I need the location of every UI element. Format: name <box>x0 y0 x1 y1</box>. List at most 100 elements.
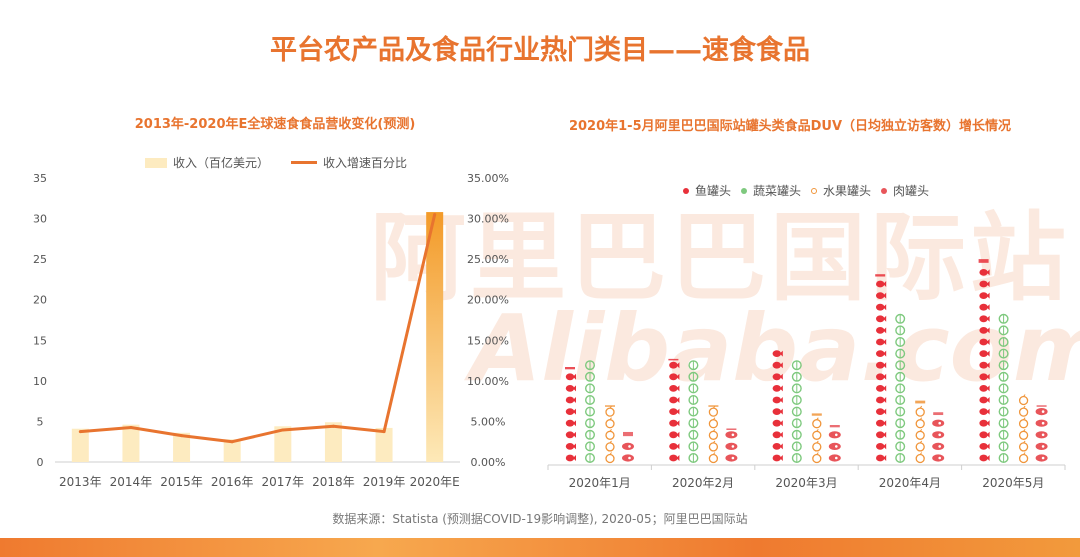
vegetable-icon <box>791 406 802 417</box>
fruit-stem-icon <box>816 452 819 455</box>
fish-can-icon <box>979 327 988 334</box>
fish-tail-icon <box>883 362 887 369</box>
meat-icon <box>1035 408 1048 416</box>
fish-tail-icon <box>883 443 887 450</box>
chart1-y-tick: 35 <box>33 172 47 185</box>
fruit-icon <box>708 442 719 452</box>
legend-fruit-icon <box>811 187 818 194</box>
fruit-icon <box>1018 442 1029 452</box>
fruit-icon <box>1018 430 1029 440</box>
fish-can-icon <box>876 431 885 439</box>
fruit-stem-icon <box>713 452 716 455</box>
vegetable-icon <box>998 348 1009 359</box>
fish-can-icon <box>979 350 988 357</box>
fish-tail-icon <box>986 431 990 438</box>
fish-tail-icon <box>573 408 576 415</box>
vegetable-icon <box>688 371 699 382</box>
vegetable-icon <box>895 441 906 452</box>
vegetable-icon <box>791 453 802 464</box>
fruit-icon <box>812 419 822 429</box>
vegetable-icon <box>585 383 596 394</box>
legend-swatch-growth <box>291 161 318 164</box>
fish-can-icon <box>979 385 988 392</box>
fish-can-icon <box>772 396 781 404</box>
vegetable-icon <box>998 418 1009 429</box>
meat-icon <box>725 431 738 439</box>
chart1-growth-point <box>180 434 184 438</box>
fish-tail-icon <box>676 373 680 380</box>
chart1-x-tick: 2016年 <box>211 475 254 489</box>
fish-can-icon <box>669 419 678 427</box>
fish-tail-icon <box>986 397 990 403</box>
vegetable-icon <box>585 395 596 406</box>
chart2-x-tick: 2020年3月 <box>775 476 837 490</box>
vegetable-icon <box>895 360 906 371</box>
fish-can-icon <box>669 396 678 404</box>
fruit-icon <box>1018 453 1029 464</box>
chart1-growth-point <box>78 430 82 434</box>
chart1-y2-tick: 15.00% <box>467 334 509 347</box>
fish-can-icon <box>876 443 885 450</box>
chart1-y-tick: 5 <box>37 415 44 428</box>
fruit-stem-icon <box>1023 428 1026 432</box>
vegetable-icon <box>585 360 596 371</box>
fish-tail-icon <box>676 385 680 392</box>
chart1-y-tick: 10 <box>33 375 47 388</box>
vegetable-icon <box>998 429 1009 440</box>
vegetable-icon <box>688 360 699 371</box>
chart1-growth-point <box>331 424 335 428</box>
fruit-stem-icon <box>816 417 819 421</box>
fish-can-icon <box>979 338 988 346</box>
legend-label-fish: 鱼罐头 <box>695 184 732 198</box>
fish-tail-icon <box>676 420 680 427</box>
chart1-growth-point <box>433 213 437 217</box>
fish-tail-icon <box>779 350 783 357</box>
pictogram-partial-mark <box>978 259 989 263</box>
pictogram-partial-mark <box>875 274 886 277</box>
chart1-growth-point <box>129 426 133 430</box>
fish-can-icon <box>876 408 885 415</box>
vegetable-icon <box>791 383 802 394</box>
page-title: 平台农产品及食品行业热门类目——速食食品 <box>270 35 810 66</box>
chart1-y-tick: 30 <box>33 213 47 226</box>
vegetable-icon <box>688 406 699 417</box>
fish-tail-icon <box>883 339 887 345</box>
meat-bone-icon <box>1041 445 1045 448</box>
fish-can-icon <box>876 338 885 346</box>
fish-tail-icon <box>883 292 887 299</box>
chart1-growth-point <box>382 430 386 434</box>
vegetable-icon <box>998 406 1009 417</box>
vegetable-icon <box>895 395 906 406</box>
fruit-stem-icon <box>1023 405 1026 409</box>
meat-icon <box>725 442 738 450</box>
fish-can-icon <box>876 454 885 462</box>
fish-can-icon <box>876 315 885 323</box>
fish-can-icon <box>565 419 575 427</box>
fish-can-icon <box>876 303 885 311</box>
meat-icon <box>828 454 841 462</box>
vegetable-icon <box>688 395 699 406</box>
meat-bone-icon <box>938 433 941 437</box>
fish-can-icon <box>876 385 885 392</box>
chart1-growth-line <box>80 214 437 444</box>
chart1-x-tick: 2015年 <box>160 475 203 489</box>
legend-fish-icon <box>683 187 689 194</box>
vegetable-icon <box>998 395 1009 406</box>
chart1-bar <box>274 426 292 462</box>
chart1-y2-tick: 20.00% <box>467 294 509 307</box>
vegetable-icon <box>895 325 906 336</box>
meat-bone-icon <box>731 445 735 448</box>
fruit-icon <box>708 453 719 464</box>
vegetable-icon <box>998 371 1009 382</box>
fish-can-icon <box>565 373 575 381</box>
meat-icon <box>828 442 841 450</box>
fish-tail-icon <box>883 385 887 392</box>
chart1-x-tick: 2014年 <box>110 475 153 489</box>
vegetable-icon <box>895 453 906 464</box>
fish-can-icon <box>979 419 988 427</box>
fish-can-icon <box>876 350 885 357</box>
fish-tail-icon <box>676 431 680 438</box>
meat-icon <box>622 442 634 450</box>
fish-can-icon <box>772 454 781 462</box>
